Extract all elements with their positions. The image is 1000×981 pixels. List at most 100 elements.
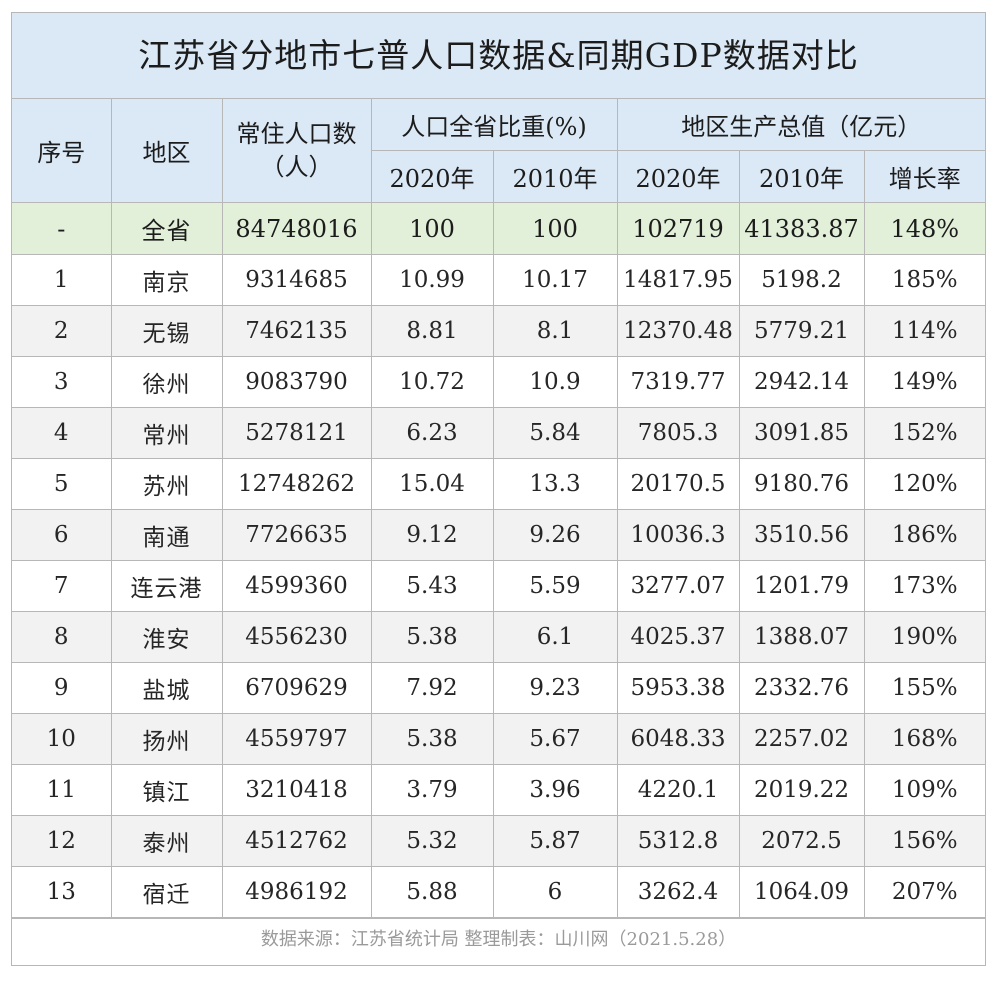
row-share-2020: 5.38 (370, 713, 494, 765)
total-seq: - (12, 202, 112, 255)
row-region: 常州 (110, 407, 223, 459)
total-region: 全省 (110, 202, 223, 255)
row-gdp-2010: 1388.07 (738, 611, 865, 663)
row-seq: 11 (12, 764, 112, 816)
row-population: 4512762 (221, 815, 372, 867)
row-population: 7726635 (221, 509, 372, 561)
header-growth: 增长率 (863, 150, 986, 203)
total-population: 84748016 (221, 202, 372, 255)
header-seq: 序号 (12, 99, 112, 203)
row-share-2020: 15.04 (370, 458, 494, 510)
total-share-2020: 100 (370, 202, 494, 255)
row-share-2020: 6.23 (370, 407, 494, 459)
row-share-2010: 5.87 (492, 815, 618, 867)
row-gdp-2020: 7319.77 (616, 356, 740, 408)
header-population: 常住人口数 （人） (221, 99, 372, 203)
header-gdp-group: 地区生产总值（亿元） (616, 99, 986, 151)
row-growth: 168% (863, 713, 986, 765)
table-row: 12 泰州 4512762 5.32 5.87 5312.8 2072.5 156% (12, 815, 986, 867)
header-gdp-2020: 2020年 (616, 150, 740, 203)
row-gdp-2020: 7805.3 (616, 407, 740, 459)
table-row: 13 宿迁 4986192 5.88 6 3262.4 1064.09 207% (12, 866, 986, 918)
row-seq: 1 (12, 254, 112, 306)
row-share-2010: 6 (492, 866, 618, 918)
table-row: 10 扬州 4559797 5.38 5.67 6048.33 2257.02 168% (12, 713, 986, 765)
row-gdp-2020: 3277.07 (616, 560, 740, 612)
row-gdp-2010: 1064.09 (738, 866, 865, 918)
row-gdp-2010: 3091.85 (738, 407, 865, 459)
row-gdp-2010: 2942.14 (738, 356, 865, 408)
row-share-2010: 13.3 (492, 458, 618, 510)
header-region: 地区 (110, 99, 223, 203)
row-gdp-2020: 5312.8 (616, 815, 740, 867)
row-seq: 5 (12, 458, 112, 510)
row-share-2010: 6.1 (492, 611, 618, 663)
table-row: 2 无锡 7462135 8.81 8.1 12370.48 5779.21 114% (12, 305, 986, 357)
row-population: 9083790 (221, 356, 372, 408)
table-row: 3 徐州 9083790 10.72 10.9 7319.77 2942.14 149% (12, 356, 986, 408)
header-row-1: 序号 地区 常住人口数 （人） 人口全省比重(%) 地区生产总值（亿元） (12, 99, 986, 203)
row-region: 镇江 (110, 764, 223, 816)
row-region: 徐州 (110, 356, 223, 408)
row-growth: 207% (863, 866, 986, 918)
row-gdp-2010: 5779.21 (738, 305, 865, 357)
row-seq: 12 (12, 815, 112, 867)
row-seq: 7 (12, 560, 112, 612)
row-population: 4986192 (221, 866, 372, 918)
row-population: 5278121 (221, 407, 372, 459)
row-growth: 120% (863, 458, 986, 510)
row-region: 淮安 (110, 611, 223, 663)
row-gdp-2020: 4220.1 (616, 764, 740, 816)
row-growth: 185% (863, 254, 986, 306)
table-row: 11 镇江 3210418 3.79 3.96 4220.1 2019.22 109% (12, 764, 986, 816)
row-growth: 173% (863, 560, 986, 612)
row-population: 4599360 (221, 560, 372, 612)
row-gdp-2010: 2332.76 (738, 662, 865, 714)
row-population: 3210418 (221, 764, 372, 816)
row-growth: 156% (863, 815, 986, 867)
row-region: 连云港 (110, 560, 223, 612)
row-gdp-2020: 5953.38 (616, 662, 740, 714)
row-gdp-2020: 20170.5 (616, 458, 740, 510)
row-population: 12748262 (221, 458, 372, 510)
total-gdp-2010: 41383.87 (738, 202, 865, 255)
row-gdp-2020: 14817.95 (616, 254, 740, 306)
table-row: 6 南通 7726635 9.12 9.26 10036.3 3510.56 186% (12, 509, 986, 561)
row-share-2010: 8.1 (492, 305, 618, 357)
row-seq: 4 (12, 407, 112, 459)
row-population: 4559797 (221, 713, 372, 765)
row-gdp-2020: 3262.4 (616, 866, 740, 918)
row-gdp-2020: 4025.37 (616, 611, 740, 663)
row-share-2010: 5.84 (492, 407, 618, 459)
row-growth: 114% (863, 305, 986, 357)
row-growth: 190% (863, 611, 986, 663)
row-region: 无锡 (110, 305, 223, 357)
table-row: 1 南京 9314685 10.99 10.17 14817.95 5198.2 185% (12, 254, 986, 306)
row-share-2010: 5.59 (492, 560, 618, 612)
row-share-2010: 5.67 (492, 713, 618, 765)
data-table-card: 江苏省分地市七普人口数据&同期GDP数据对比 序号 地区 常住人口数 （人） 人口… (11, 12, 986, 966)
total-row: - 全省 84748016 100 100 102719 41383.87 14… (12, 202, 986, 255)
row-seq: 8 (12, 611, 112, 663)
row-region: 泰州 (110, 815, 223, 867)
header-gdp-2010: 2010年 (738, 150, 865, 203)
row-growth: 109% (863, 764, 986, 816)
header-population-label: 常住人口数 （人） (236, 120, 357, 181)
row-growth: 186% (863, 509, 986, 561)
row-seq: 3 (12, 356, 112, 408)
row-seq: 2 (12, 305, 112, 357)
row-growth: 155% (863, 662, 986, 714)
table-row: 7 连云港 4599360 5.43 5.59 3277.07 1201.79 173% (12, 560, 986, 612)
row-population: 9314685 (221, 254, 372, 306)
row-share-2010: 9.26 (492, 509, 618, 561)
row-growth: 152% (863, 407, 986, 459)
table-row: 5 苏州 12748262 15.04 13.3 20170.5 9180.76 120% (12, 458, 986, 510)
table-row: 4 常州 5278121 6.23 5.84 7805.3 3091.85 152% (12, 407, 986, 459)
total-growth: 148% (863, 202, 986, 255)
row-gdp-2020: 12370.48 (616, 305, 740, 357)
row-seq: 13 (12, 866, 112, 918)
row-gdp-2020: 6048.33 (616, 713, 740, 765)
row-region: 宿迁 (110, 866, 223, 918)
row-share-2020: 7.92 (370, 662, 494, 714)
row-share-2010: 10.9 (492, 356, 618, 408)
